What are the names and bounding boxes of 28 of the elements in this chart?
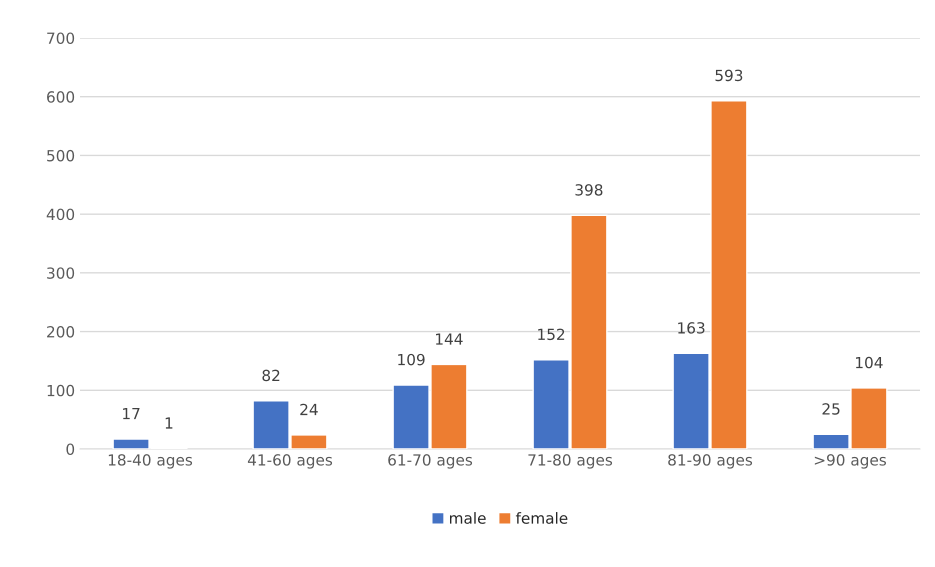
data-label: 163 (678, 322, 704, 334)
y-tick-label: 0 (66, 443, 74, 456)
x-tick-label: 18-40 ages (108, 454, 192, 469)
data-label: 82 (262, 370, 280, 382)
x-tick-label: 71-80 ages (528, 454, 612, 469)
data-label: 109 (398, 354, 425, 366)
data-label: 593 (716, 70, 742, 82)
data-label: 17 (123, 408, 140, 420)
y-tick-label: 200 (47, 326, 74, 338)
legend-label: male (450, 512, 486, 524)
data-label: 104 (856, 356, 883, 368)
y-tick-label: 500 (47, 150, 74, 162)
x-tick-label: 41-60 ages (248, 454, 332, 469)
legend-label: female (516, 512, 568, 524)
data-label: 24 (300, 404, 318, 416)
data-label: 152 (538, 328, 564, 340)
data-label: 1 (166, 417, 172, 429)
data-label: 144 (436, 333, 463, 345)
y-tick-label: 700 (47, 32, 74, 44)
y-tick-label: 600 (47, 91, 74, 103)
y-tick-label: 400 (46, 208, 74, 220)
data-label: 398 (575, 184, 602, 196)
x-tick-label: 61-70 ages (388, 454, 472, 469)
x-tick-label: >90 ages (814, 454, 886, 469)
data-label: 25 (822, 403, 840, 415)
y-tick-label: 100 (48, 384, 74, 396)
x-tick-label: 81-90 ages (668, 454, 752, 469)
y-tick-label: 300 (47, 267, 74, 279)
